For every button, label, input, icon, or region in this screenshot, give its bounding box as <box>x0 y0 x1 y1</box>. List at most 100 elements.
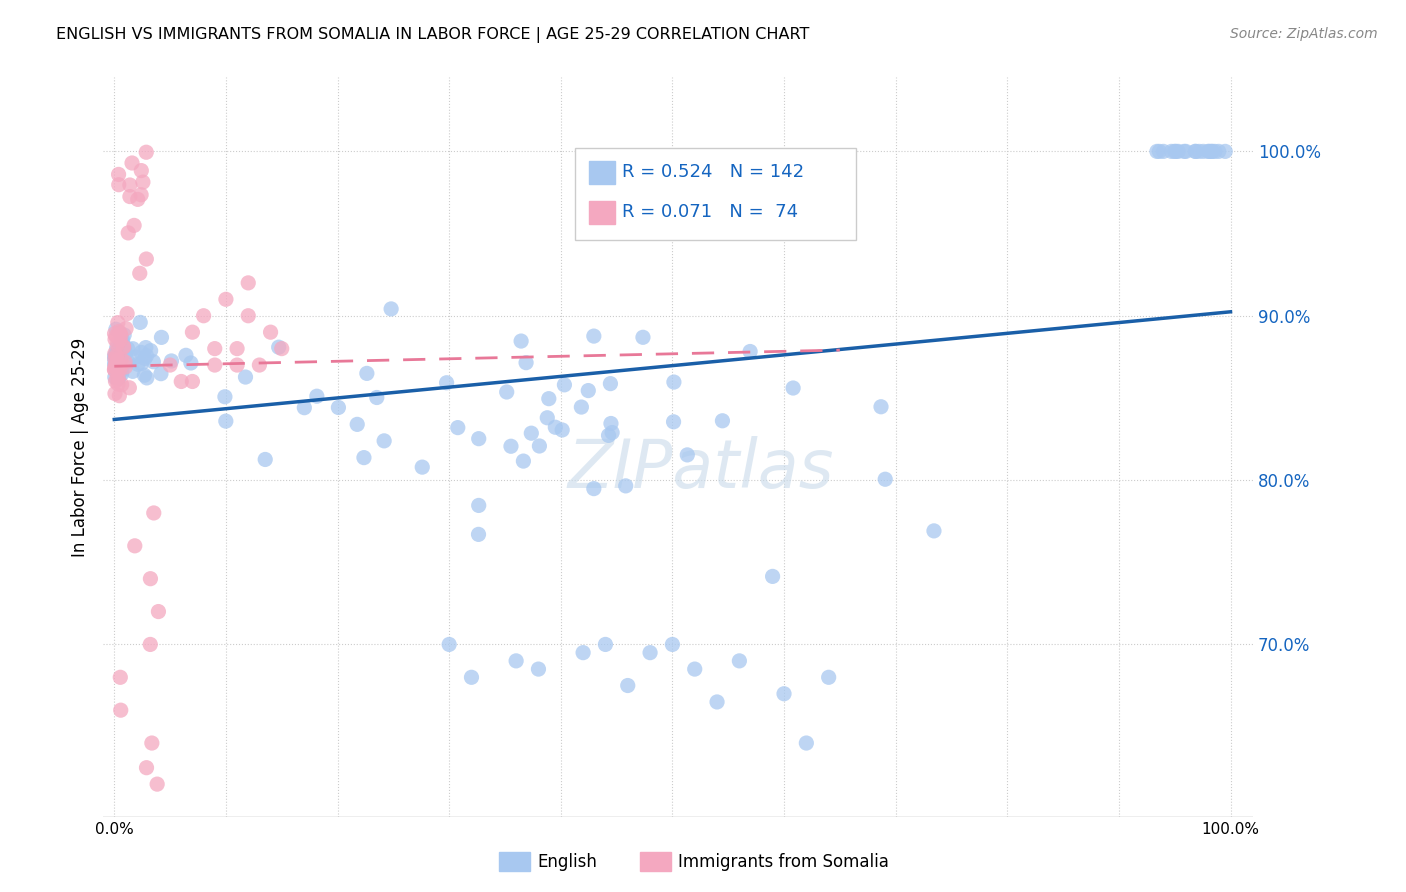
Point <box>582 329 605 343</box>
Point <box>467 432 489 446</box>
Point <box>110 336 132 351</box>
Point <box>551 423 574 437</box>
Point <box>437 637 460 651</box>
Text: R = 0.071   N =  74: R = 0.071 N = 74 <box>621 203 797 221</box>
Point <box>520 426 543 441</box>
Point <box>107 370 129 384</box>
Point <box>238 276 260 290</box>
Point <box>150 330 173 344</box>
Point <box>544 420 567 434</box>
Point <box>346 417 368 432</box>
Point <box>1192 145 1215 159</box>
Point <box>292 401 315 415</box>
Point <box>104 352 127 367</box>
Point <box>135 145 157 160</box>
Point <box>270 342 292 356</box>
Point <box>107 369 129 384</box>
Point <box>572 646 595 660</box>
Point <box>1160 145 1182 159</box>
Point <box>103 326 125 341</box>
Point <box>373 434 395 448</box>
Point <box>180 356 202 370</box>
Bar <box>589 161 614 184</box>
Point <box>1184 145 1206 159</box>
Point <box>922 524 945 538</box>
Point <box>110 347 132 361</box>
Point <box>104 359 127 373</box>
Point <box>107 168 129 182</box>
Point <box>111 333 134 347</box>
Point <box>135 252 157 266</box>
Point <box>107 343 129 358</box>
Point <box>129 345 152 359</box>
Point <box>515 356 537 370</box>
Point <box>149 367 172 381</box>
Point <box>112 339 135 353</box>
Point <box>174 348 197 362</box>
Point <box>247 358 270 372</box>
Point <box>146 777 169 791</box>
Point <box>104 360 127 375</box>
Point <box>105 341 128 355</box>
Point <box>110 703 132 717</box>
Point <box>105 359 128 373</box>
Point <box>129 315 152 329</box>
Point <box>115 321 138 335</box>
Point <box>460 670 482 684</box>
Point <box>773 687 796 701</box>
Point <box>1173 145 1195 159</box>
Point <box>662 375 685 389</box>
Point <box>134 368 156 383</box>
Point <box>135 761 157 775</box>
Point <box>135 341 157 355</box>
Point <box>112 340 135 354</box>
Point <box>107 354 129 368</box>
Point <box>139 637 162 651</box>
Point <box>103 363 125 377</box>
Point <box>110 352 132 367</box>
Point <box>117 342 139 356</box>
Point <box>111 334 134 349</box>
Text: R = 0.524   N = 142: R = 0.524 N = 142 <box>621 163 804 181</box>
Point <box>600 425 623 440</box>
Point <box>1167 145 1189 159</box>
Point <box>447 420 470 434</box>
Point <box>105 373 128 387</box>
Point <box>683 662 706 676</box>
Point <box>118 178 141 192</box>
Point <box>108 389 131 403</box>
Point <box>1174 145 1197 159</box>
Point <box>107 363 129 377</box>
Point <box>782 381 804 395</box>
Point <box>107 347 129 361</box>
Point <box>1197 145 1219 159</box>
Point <box>870 400 893 414</box>
Point <box>129 187 152 202</box>
Point <box>1188 145 1211 159</box>
Point <box>817 670 839 684</box>
Point <box>108 343 131 358</box>
FancyBboxPatch shape <box>575 148 856 240</box>
Point <box>110 326 132 341</box>
Y-axis label: In Labor Force | Age 25-29: In Labor Force | Age 25-29 <box>72 337 89 557</box>
Point <box>134 351 156 366</box>
Text: ENGLISH VS IMMIGRANTS FROM SOMALIA IN LABOR FORCE | AGE 25-29 CORRELATION CHART: ENGLISH VS IMMIGRANTS FROM SOMALIA IN LA… <box>56 27 810 43</box>
Point <box>111 377 134 392</box>
Point <box>600 417 623 431</box>
Point <box>118 381 141 395</box>
Point <box>214 390 236 404</box>
Point <box>875 472 897 486</box>
Point <box>110 348 132 362</box>
Point <box>569 400 592 414</box>
Point <box>505 654 527 668</box>
Point <box>105 346 128 360</box>
Point <box>1152 145 1174 159</box>
Point <box>107 325 129 339</box>
Point <box>132 175 155 189</box>
Point <box>1163 145 1185 159</box>
Point <box>536 410 558 425</box>
Point <box>121 364 143 378</box>
Point <box>238 309 260 323</box>
Point <box>117 226 139 240</box>
Point <box>512 454 534 468</box>
